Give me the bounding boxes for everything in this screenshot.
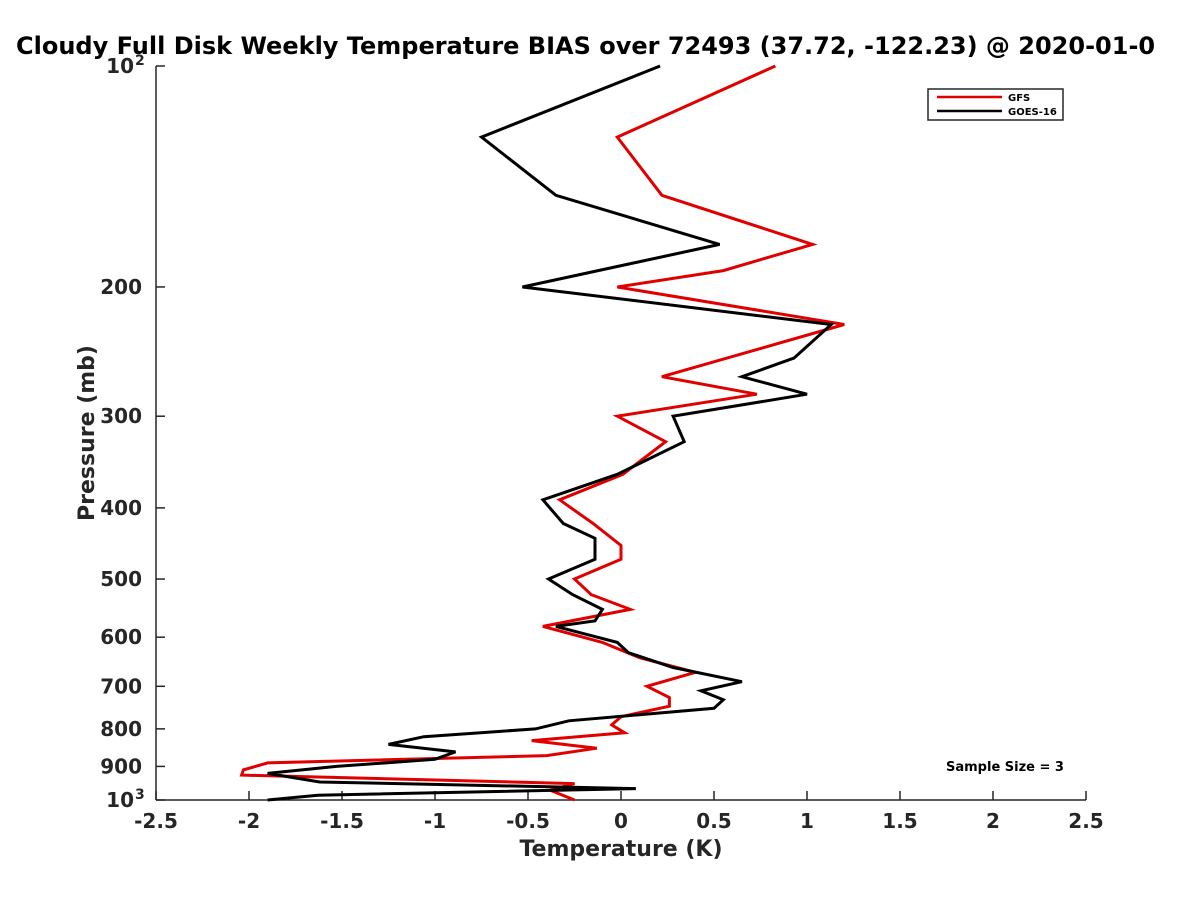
x-tick-label: -0.5 [506, 809, 550, 833]
x-tick-label: 1 [800, 809, 814, 833]
y-tick-label: 200 [100, 275, 142, 299]
chart-title: Cloudy Full Disk Weekly Temperature BIAS… [16, 32, 1155, 60]
y-tick-label: 10 [106, 788, 134, 812]
legend-label-goes16: GOES-16 [1008, 107, 1057, 118]
x-tick-label: 0.5 [696, 809, 731, 833]
x-tick-label: 1.5 [882, 809, 917, 833]
y-tick-label: 700 [100, 674, 142, 698]
x-tick-label: 0 [614, 809, 628, 833]
series-line-gfs [239, 64, 845, 802]
x-tick-label: -1 [424, 809, 446, 833]
series-line-goes16 [267, 64, 835, 802]
series-layer [239, 64, 845, 802]
x-axis-label: Temperature (K) [519, 837, 722, 862]
y-tick-exponent: 2 [135, 53, 145, 69]
legend: GFS GOES-16 [927, 88, 1064, 121]
y-tick-exponent: 3 [135, 787, 145, 803]
y-tick-label: 900 [100, 754, 142, 778]
legend-label-gfs: GFS [1008, 93, 1030, 104]
y-tick-label: 500 [100, 567, 142, 591]
y-tick-label: 600 [100, 625, 142, 649]
y-axis-label: Pressure (mb) [75, 345, 100, 521]
x-tick-label: -2.5 [134, 809, 178, 833]
x-tick-label: 2 [986, 809, 1000, 833]
y-tick-label: 800 [100, 717, 142, 741]
y-tick-label: 300 [100, 404, 142, 428]
legend-box [927, 88, 1064, 121]
y-tick-label: 10 [106, 54, 134, 78]
x-tick-label: -1.5 [320, 809, 364, 833]
sample-size-annotation: Sample Size = 3 [946, 760, 1064, 775]
y-tick-label: 400 [100, 496, 142, 520]
x-tick-label: -2 [238, 809, 260, 833]
x-tick-label: 2.5 [1068, 809, 1103, 833]
x-axis-ticks: -2.5 -2 -1.5 -1 -0.5 0 0.5 1 1.5 2 2.5 [134, 791, 1104, 833]
